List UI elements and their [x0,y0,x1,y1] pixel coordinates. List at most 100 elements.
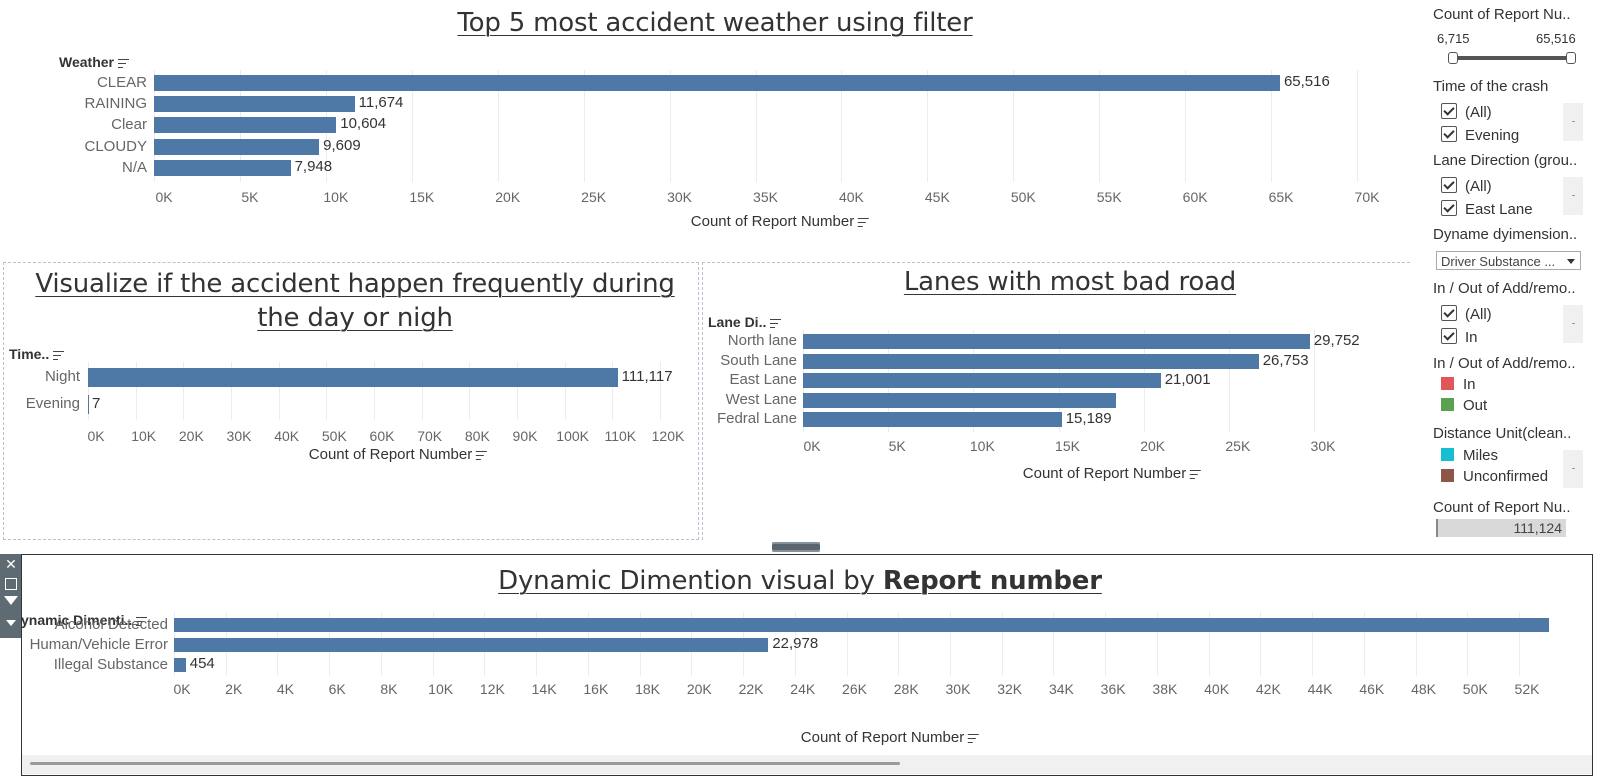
sort-icon[interactable] [476,450,488,461]
inout-filter-in[interactable]: In [1441,328,1478,346]
weather_chart-category-label[interactable]: CLEAR [96,74,147,91]
sort-icon[interactable] [858,217,870,228]
dynamic_chart-tick-label: 48K [1411,681,1436,697]
lane_chart-category-label[interactable]: West Lane [725,390,797,408]
dynamic_chart-category-label[interactable]: Illegal Substance [53,656,168,673]
sort-icon[interactable] [136,616,148,627]
close-icon[interactable]: ✕ [5,556,17,572]
filter-scrollbar[interactable] [1563,177,1583,215]
dynamic_chart-tick-label: 18K [635,681,661,697]
weather_chart-tick-label: 45K [924,189,950,205]
dynamic_chart-category-label[interactable]: Human/Vehicle Error [29,636,168,653]
weather_chart-category-label[interactable]: CLOUDY [84,137,147,155]
dynamic_chart-bar[interactable] [174,618,1549,632]
weather_chart-bar[interactable] [154,75,1280,91]
weather_chart-tick-label: 50K [1010,189,1036,205]
time_chart-category-label[interactable]: Evening [25,395,80,412]
weather_chart-bar[interactable] [154,96,355,113]
sort-icon[interactable] [53,350,65,361]
lane-filter-east[interactable]: East Lane [1441,200,1533,218]
time_chart-category-label[interactable]: Night [44,368,80,385]
lane_chart-bar[interactable] [803,334,1310,349]
weather_chart-gridline [1099,70,1101,182]
lane-filter-all[interactable]: (All) [1441,177,1492,195]
horizontal-scrollbar[interactable] [22,755,1592,774]
checkbox-label: In [1465,329,1478,346]
filter-icon[interactable] [4,596,18,605]
legend-distance-title: Distance Unit(clean.. [1433,425,1572,442]
lane_chart-category-label[interactable]: South Lane [720,351,797,369]
time-header[interactable]: Time.. [9,346,65,362]
time_chart-bar[interactable] [88,395,89,414]
lane_chart-bar[interactable] [803,392,1117,408]
legend-label: Miles [1463,447,1499,464]
time_chart-bar[interactable] [88,368,618,387]
inout-filter-all[interactable]: (All) [1441,305,1492,323]
time_chart-tick-label: 30K [226,428,252,444]
resize-handle[interactable] [772,542,820,552]
lane_chart-category-label[interactable]: Fedral Lane [716,410,797,428]
dynamic_chart-bar[interactable] [174,638,769,652]
time-filter-evening[interactable]: Evening [1441,126,1519,144]
weather_chart-category-label[interactable]: N/A [121,158,147,176]
weather-header[interactable]: Weather [59,54,129,70]
count-range-slider[interactable] [1448,52,1576,64]
checkbox-checked[interactable] [1441,177,1457,193]
legend-item-out[interactable]: Out [1441,397,1487,414]
legend-item-in[interactable]: In [1441,376,1476,393]
checkbox-checked[interactable] [1441,200,1457,216]
weather_chart-category-label[interactable]: RAINING [84,95,147,113]
lane_chart-gridline [1314,330,1315,432]
open-external-icon[interactable] [5,578,17,590]
weather_chart-bar[interactable] [154,117,337,134]
checkbox-checked[interactable] [1441,103,1457,119]
dynamic_chart-tick-label: 38K [1152,681,1178,697]
filter-scrollbar[interactable] [1563,305,1583,343]
legend-item-unconfirmed[interactable]: Unconfirmed [1441,468,1548,485]
time_chart-gridline [88,362,89,420]
time_chart-tick-label: 50K [321,428,347,444]
count-total-bar[interactable]: 111,124 [1436,519,1566,537]
lane_chart-category-label[interactable]: North lane [727,332,797,349]
legend-scrollbar[interactable] [1563,450,1583,488]
weather_chart-tick-label: 15K [409,189,435,205]
sort-icon[interactable] [1190,469,1202,480]
lane-header[interactable]: Lane Di.. [708,314,782,330]
time-filter-all[interactable]: (All) [1441,103,1492,121]
checkbox-label: (All) [1465,306,1492,323]
dynamic-header[interactable]: ynamic Dimenti.. [21,612,148,628]
checkbox-label: Evening [1465,127,1520,144]
checkbox-checked[interactable] [1441,305,1457,321]
time_chart-tick-label: 70K [417,428,443,444]
dynamic_chart-bar[interactable] [174,658,186,672]
dyname-dropdown[interactable]: Driver Substance ... [1436,251,1581,270]
dynamic_chart-gridline [1363,612,1365,676]
more-options-icon[interactable] [6,620,16,626]
sort-icon[interactable] [770,318,782,329]
scrollbar-thumb[interactable] [30,762,900,765]
sort-icon[interactable] [117,58,129,69]
dynamic_chart-tick-label: 28K [893,681,919,697]
dynamic_chart-tick-label: 24K [790,681,816,697]
weather_chart-category-label[interactable]: Clear [111,116,147,134]
slider-handle-max[interactable] [1566,52,1576,64]
slider-handle-min[interactable] [1448,52,1458,64]
lane_chart-bar[interactable] [803,412,1062,428]
dynamic_chart-category-label[interactable]: Alcohol Detected [54,616,168,633]
sort-icon[interactable] [968,733,980,744]
checkbox-checked[interactable] [1441,328,1457,344]
dynamic_chart-gridline [1156,612,1158,676]
checkbox-checked[interactable] [1441,126,1457,142]
dynamic_chart-value-label: 454 [189,655,215,672]
lane_chart-bar[interactable] [803,353,1259,369]
lane_chart-tick-label: 30K [1310,438,1336,454]
lane_chart-category-label[interactable]: East Lane [729,371,797,389]
lane_chart-bar[interactable] [803,373,1161,389]
weather_chart-bar[interactable] [154,138,320,155]
filter-scrollbar[interactable] [1563,103,1583,141]
weather_chart-bar[interactable] [154,159,291,176]
dynamic_chart-tick-label: 4K [276,681,295,697]
legend-item-miles[interactable]: Miles [1441,447,1498,464]
dynamic_chart-tick-label: 46K [1359,681,1385,697]
dynamic_chart-gridline [898,612,900,676]
